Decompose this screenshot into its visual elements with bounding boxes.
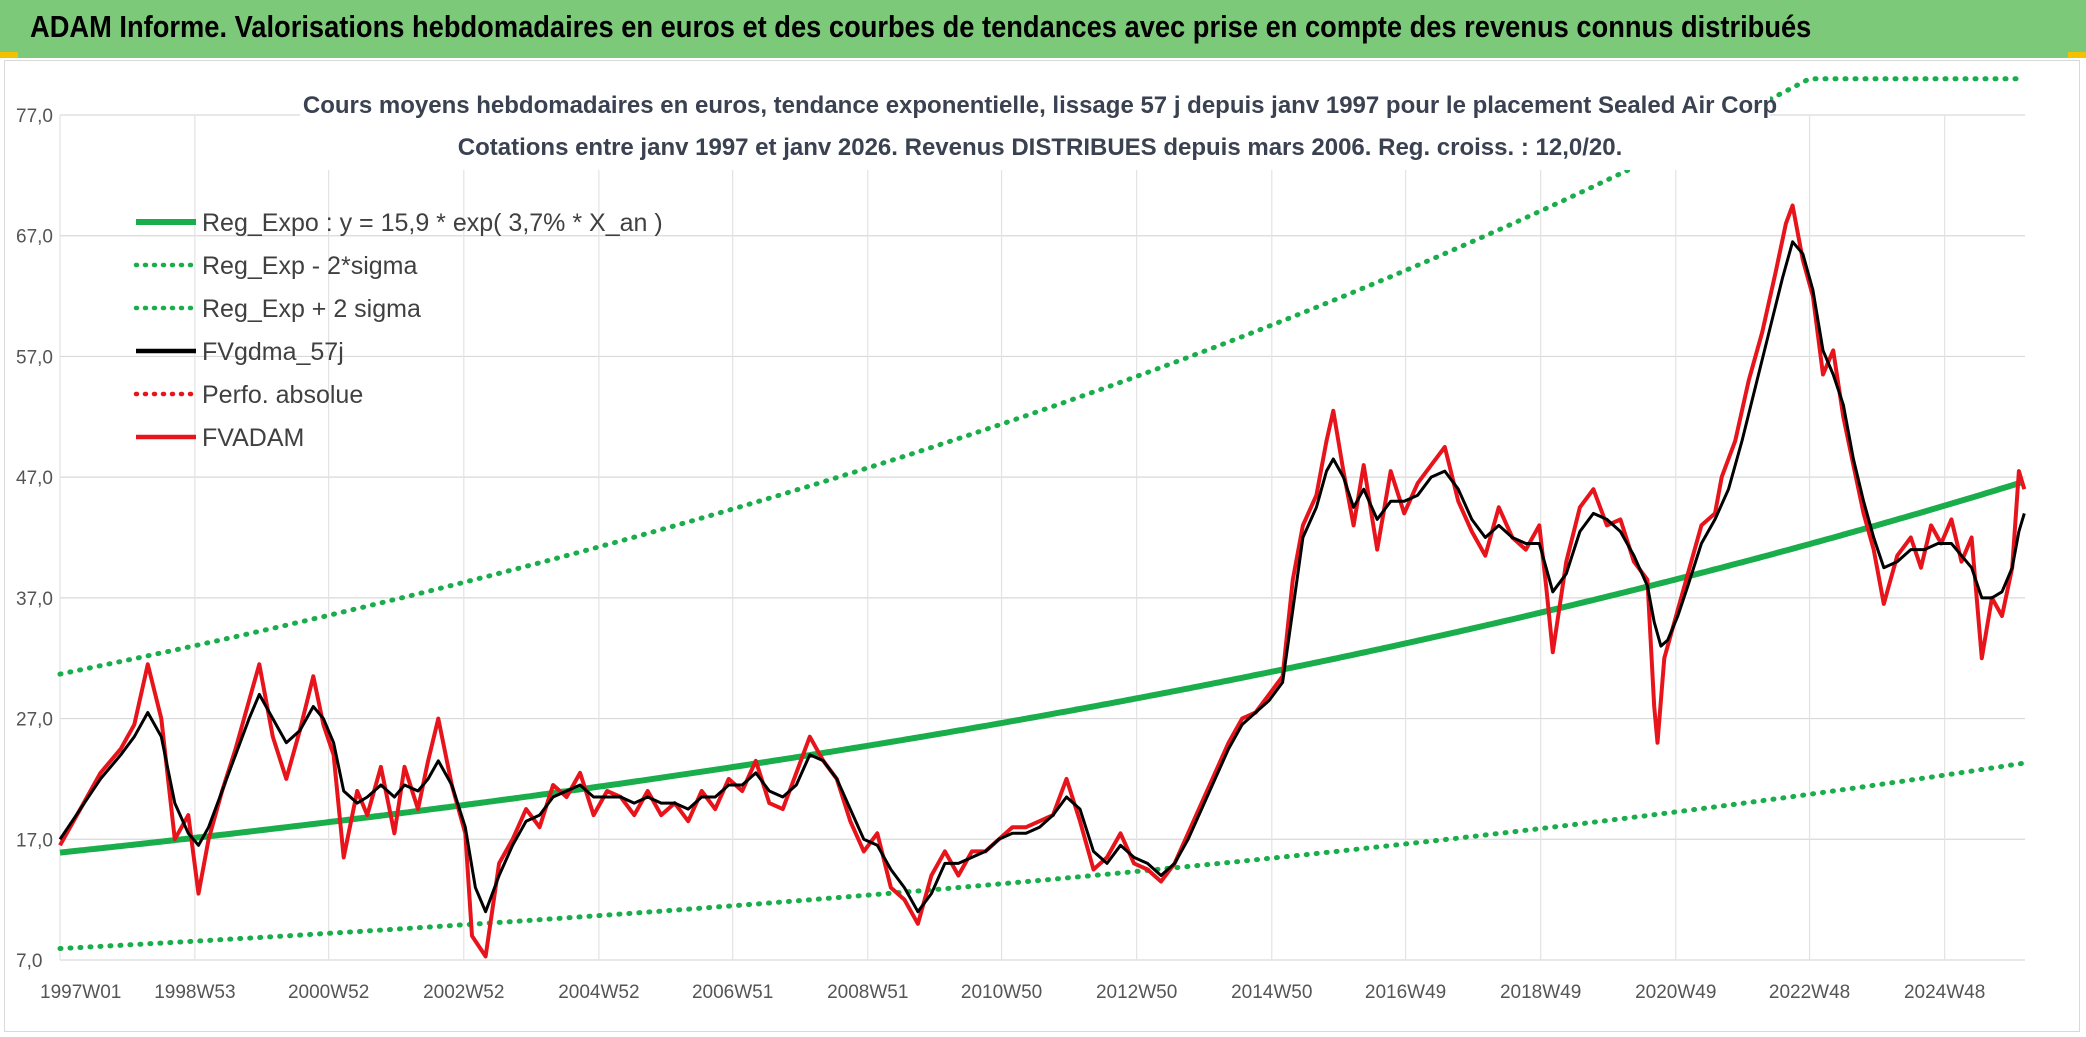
y-tick-label: 57,0	[16, 347, 53, 368]
x-tick-label: 2010W50	[961, 982, 1042, 1003]
y-tick-label: 77,0	[16, 106, 53, 127]
chart-grid	[59, 114, 2025, 961]
x-tick-label: 2018W49	[1500, 982, 1581, 1003]
x-tick-label: 2016W49	[1365, 982, 1446, 1003]
y-tick-label: 67,0	[16, 227, 53, 248]
legend-label: Reg_Exp - 2*sigma	[202, 252, 417, 280]
series-fvgdma-57j	[58, 240, 2026, 914]
x-tick-label: 2014W50	[1231, 982, 1312, 1003]
chart-legend: Reg_Expo : y = 15,9 * exp( 3,7% * X_an )…	[133, 209, 663, 452]
title-backdrop	[300, 84, 1770, 170]
chart-frame	[4, 60, 2080, 1032]
x-axis-ticks: 1997W01 1998W53 2000W52 2002W52 2004W52 2006W…	[40, 982, 1985, 1003]
x-tick-label: 2004W52	[558, 982, 639, 1003]
y-tick-label: 17,0	[16, 830, 53, 851]
x-tick-label: 1997W01	[40, 982, 121, 1003]
legend-label: FVADAM	[202, 424, 304, 452]
legend-label: Perfo. absolue	[202, 381, 363, 409]
x-tick-label: 2020W49	[1635, 982, 1716, 1003]
chart-subtitle: Cotations entre janv 1997 et janv 2026. …	[458, 134, 1623, 161]
corner-marker-right	[2068, 52, 2086, 58]
y-tick-label: 27,0	[16, 710, 53, 731]
x-tick-label: 2000W52	[288, 982, 369, 1003]
report-banner: ADAM Informe. Valorisations hebdomadaire…	[0, 0, 2086, 58]
y-tick-label: 47,0	[16, 468, 53, 489]
y-tick-label: 7,0	[16, 951, 42, 972]
corner-marker-left	[0, 52, 18, 58]
chart-series	[57, 76, 2027, 959]
y-tick-label: 37,0	[16, 589, 53, 610]
y-axis-ticks: 7,0 17,0 27,0 37,0 47,0 57,0 67,0 77,0	[16, 106, 53, 972]
series-reg-exp-lower	[57, 760, 2025, 951]
x-tick-label: 2002W52	[423, 982, 504, 1003]
chart-title: Cours moyens hebdomadaires en euros, ten…	[303, 92, 1777, 119]
series-reg-expo	[59, 479, 2024, 856]
x-tick-label: 2022W48	[1769, 982, 1850, 1003]
legend-label: Reg_Expo : y = 15,9 * exp( 3,7% * X_an )	[202, 209, 663, 237]
x-tick-label: 1998W53	[154, 982, 235, 1003]
x-tick-label: 2024W48	[1904, 982, 1985, 1003]
x-tick-label: 2006W51	[692, 982, 773, 1003]
x-tick-label: 2008W51	[827, 982, 908, 1003]
legend-label: Reg_Exp + 2 sigma	[202, 295, 421, 323]
legend-label: FVgdma_57j	[202, 338, 344, 366]
report-title: ADAM Informe. Valorisations hebdomadaire…	[30, 9, 1812, 44]
x-tick-label: 2012W50	[1096, 982, 1177, 1003]
